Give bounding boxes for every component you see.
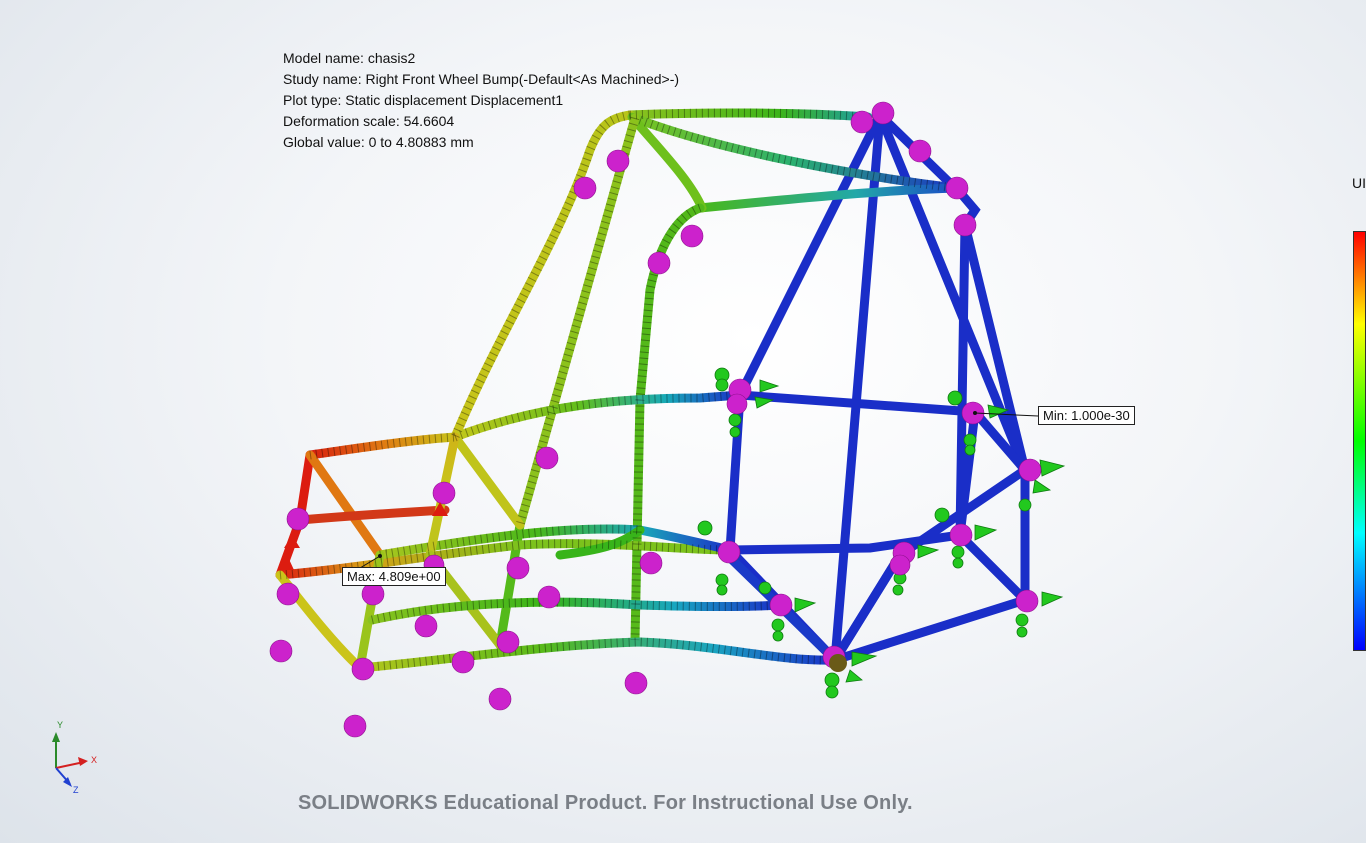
study-name-text: Study name: Right Front Wheel Bump(-Defa… xyxy=(283,71,680,87)
model-name-text: Model name: chasis2 xyxy=(283,50,416,66)
study-info-block: Model name: chasis2 Study name: Right Fr… xyxy=(283,48,679,153)
plot-type-text: Plot type: Static displacement Displacem… xyxy=(283,92,564,108)
load-arrows xyxy=(697,367,1066,699)
min-probe-label[interactable]: Min: 1.000e-30 xyxy=(1038,406,1135,425)
triad-y-label: Y xyxy=(57,720,63,730)
max-probe-leader xyxy=(359,555,381,569)
color-legend-bar[interactable] xyxy=(1353,231,1366,651)
min-probe-point xyxy=(973,411,977,415)
educational-watermark: SOLIDWORKS Educational Product. For Inst… xyxy=(298,792,913,814)
mesh-ticks xyxy=(279,108,956,673)
triad-z-label: Z xyxy=(73,785,79,795)
legend-title: UI xyxy=(1352,175,1366,191)
fixture-markers xyxy=(269,101,1042,738)
max-region-arrows xyxy=(280,502,448,570)
triad-x-label: X xyxy=(91,755,97,765)
deformation-scale-text: Deformation scale: 54.6604 xyxy=(283,113,455,129)
max-probe-point xyxy=(378,554,382,558)
reference-triad[interactable]: Y X Z xyxy=(38,716,102,796)
min-probe-leader xyxy=(974,412,1039,417)
max-probe-label[interactable]: Max: 4.809e+00 xyxy=(342,567,446,586)
global-value-text: Global value: 0 to 4.80883 mm xyxy=(283,134,474,150)
origin-marker xyxy=(829,654,847,672)
